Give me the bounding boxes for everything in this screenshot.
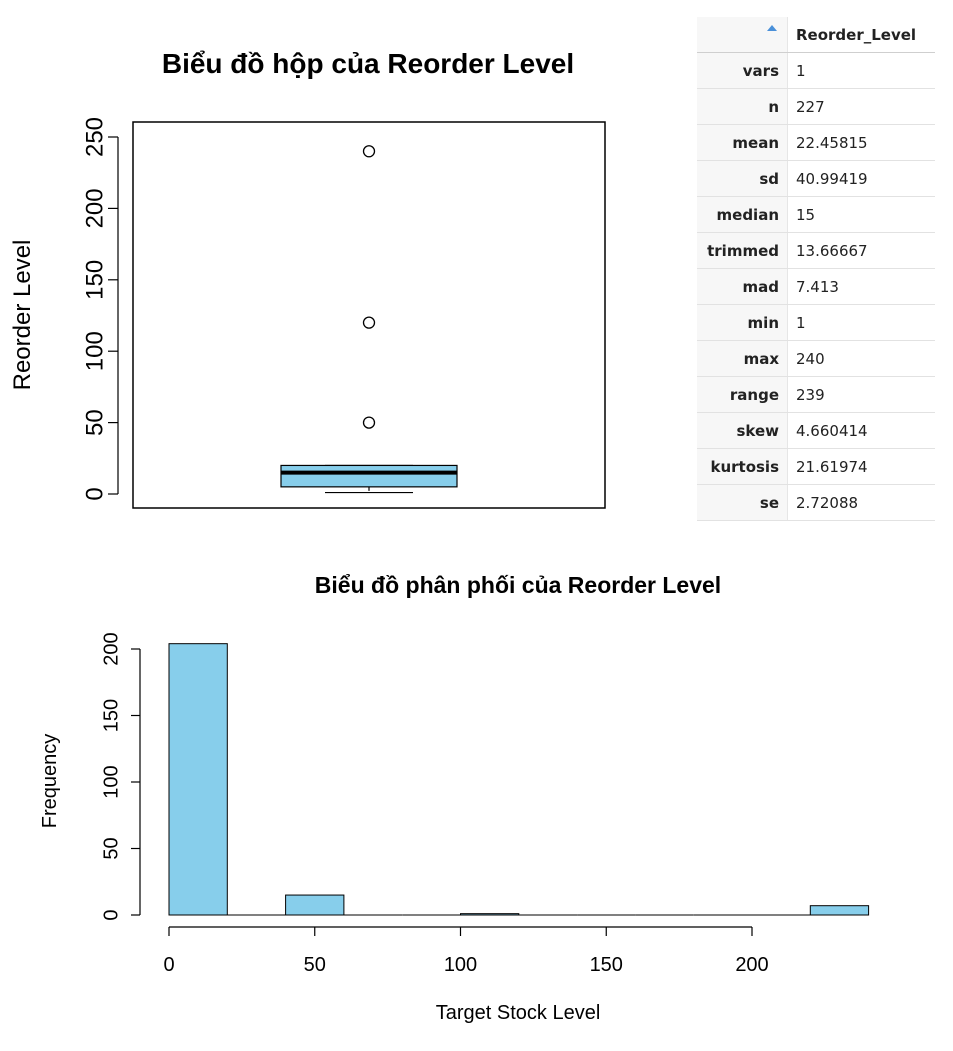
stats-row-key: skew — [697, 412, 788, 449]
histogram-x-axis-label: Target Stock Level — [436, 1002, 601, 1024]
boxplot-y-tick-label: 150 — [81, 260, 108, 300]
boxplot-chart: Biểu đồ hộp của Reorder Level 0 50 100 150 2… — [9, 48, 606, 509]
stats-row-value: 7.413 — [787, 268, 935, 305]
boxplot-y-tick-label: 0 — [81, 487, 108, 500]
stats-row-value: 1 — [787, 304, 935, 341]
histogram-y-tick-label: 50 — [100, 837, 122, 859]
histogram-x-tick-label: 200 — [735, 954, 768, 976]
histogram-x-axis: 0 50 100 150 200 — [163, 926, 769, 976]
stats-table-row: max 240 — [697, 340, 935, 377]
stats-table-row: mean 22.45815 — [697, 124, 935, 161]
stats-row-value: 4.660414 — [787, 412, 935, 449]
histogram-bars — [168, 643, 870, 916]
stats-column-header[interactable]: Reorder_Level — [787, 17, 935, 53]
stats-row-value: 15 — [787, 196, 935, 233]
boxplot-y-tick-label: 200 — [81, 188, 108, 228]
stats-row-value: 240 — [787, 340, 935, 377]
stats-row-key: mad — [697, 268, 788, 305]
histogram-y-axis: 0 50 100 150 200 — [100, 632, 141, 921]
stats-table-row: mad 7.413 — [697, 268, 935, 305]
boxplot-marks — [280, 145, 458, 494]
histogram-chart: Biểu đồ phân phối của Reorder Level 0 50 1… — [39, 572, 870, 1024]
stats-row-value: 227 — [787, 88, 935, 125]
histogram-x-tick-label: 50 — [304, 954, 326, 976]
stats-table: Reorder_Level vars 1 n 227 mean 22.45815 sd 40.… — [697, 17, 935, 521]
stats-row-key: mean — [697, 124, 788, 161]
boxplot-y-axis-label: Reorder Level — [9, 240, 36, 391]
sort-column-header[interactable] — [697, 17, 788, 53]
boxplot-plot-frame — [132, 121, 606, 509]
histogram-x-tick-label: 0 — [163, 954, 174, 976]
stats-row-value: 1 — [787, 52, 935, 89]
histogram-bar — [168, 643, 228, 916]
stats-row-key: min — [697, 304, 788, 341]
stats-table-row: se 2.72088 — [697, 484, 935, 521]
stats-table-row: trimmed 13.66667 — [697, 232, 935, 269]
histogram-y-tick-label: 0 — [100, 909, 122, 920]
stats-row-key: se — [697, 484, 788, 521]
stats-row-key: sd — [697, 160, 788, 197]
stats-row-value: 40.99419 — [787, 160, 935, 197]
histogram-y-tick-label: 200 — [100, 632, 122, 665]
stats-table-row: min 1 — [697, 304, 935, 341]
histogram-bar — [460, 913, 520, 916]
histogram-bar — [809, 905, 870, 916]
histogram-bar — [285, 894, 345, 916]
histogram-y-tick-label: 100 — [100, 765, 122, 798]
stats-table-row: range 239 — [697, 376, 935, 413]
boxplot-outlier-point — [362, 416, 376, 429]
sort-ascending-icon — [767, 25, 777, 31]
stats-row-value: 13.66667 — [787, 232, 935, 269]
boxplot-title: Biểu đồ hộp của Reorder Level — [162, 48, 574, 79]
histogram-x-tick-label: 150 — [590, 954, 623, 976]
stats-row-value: 21.61974 — [787, 448, 935, 485]
stats-table-row: sd 40.99419 — [697, 160, 935, 197]
boxplot-outlier-point — [362, 145, 376, 158]
boxplot-y-tick-label: 250 — [81, 117, 108, 157]
stats-row-key: range — [697, 376, 788, 413]
stats-row-key: kurtosis — [697, 448, 788, 485]
stats-table-container: Reorder_Level vars 1 n 227 mean 22.45815 sd 40.… — [697, 17, 935, 521]
stats-row-key: n — [697, 88, 788, 125]
stats-table-row: kurtosis 21.61974 — [697, 448, 935, 485]
stats-row-key: vars — [697, 52, 788, 89]
histogram-y-axis-label: Frequency — [39, 734, 61, 829]
stats-table-row: median 15 — [697, 196, 935, 233]
stats-row-key: median — [697, 196, 788, 233]
histogram-y-tick-label: 150 — [100, 699, 122, 732]
stats-table-row: n 227 — [697, 88, 935, 125]
boxplot-y-tick-label: 50 — [81, 409, 108, 436]
stats-table-row: vars 1 — [697, 52, 935, 89]
stats-row-key: max — [697, 340, 788, 377]
stats-table-header-row: Reorder_Level — [697, 17, 935, 53]
boxplot-outlier-point — [362, 316, 376, 329]
boxplot-y-axis: 0 50 100 150 200 250 — [81, 117, 119, 501]
boxplot-box — [280, 464, 458, 488]
boxplot-y-tick-label: 100 — [81, 331, 108, 371]
stats-table-row: skew 4.660414 — [697, 412, 935, 449]
stats-row-value: 2.72088 — [787, 484, 935, 521]
stats-row-value: 22.45815 — [787, 124, 935, 161]
stats-row-key: trimmed — [697, 232, 788, 269]
histogram-x-tick-label: 100 — [444, 954, 477, 976]
histogram-title: Biểu đồ phân phối của Reorder Level — [315, 572, 721, 598]
stats-row-value: 239 — [787, 376, 935, 413]
